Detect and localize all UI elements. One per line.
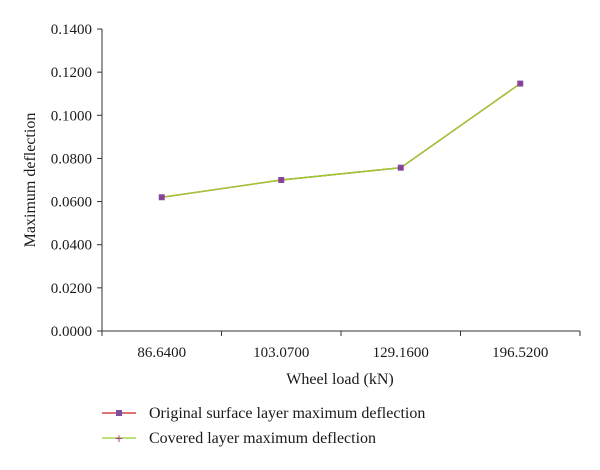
y-tick-label: 0.0800 [51,151,92,167]
data-point [398,165,404,171]
y-tick-label: 0.1000 [51,108,92,124]
series-line-1 [161,83,521,198]
legend: Original surface layer maximum deflectio… [102,405,425,447]
series-layer [158,80,524,201]
y-tick-label: 0.0200 [51,281,92,297]
y-tick-label: 0.1400 [51,22,92,38]
data-point [517,81,523,87]
axes [101,29,580,332]
legend-marker-covered: + [114,432,123,445]
y-axis-title: Maximum deflection [22,113,39,248]
legend-marker-original [116,410,122,416]
x-tick-label: 103.0700 [253,345,309,361]
x-axis-title: Wheel load (kN) [286,371,394,388]
y-tick-label: 0.0000 [51,324,92,340]
x-tick-label: 196.5200 [492,345,548,361]
series-line-0 [161,83,521,198]
x-ticks: 86.6400 103.0700 129.1600 196.5200 [101,331,581,361]
x-tick-label: 86.6400 [137,345,186,361]
y-ticks: 0.0000 0.0200 0.0400 0.0600 0.0800 0.1000 0.12… [51,22,102,340]
x-tick-label: 129.1600 [373,345,429,361]
data-point [159,194,165,200]
y-tick-label: 0.0400 [51,238,92,254]
legend-label-original: Original surface layer maximum deflectio… [149,405,425,422]
y-tick-label: 0.1200 [51,65,92,81]
data-point [278,177,284,183]
y-tick-label: 0.0600 [51,195,92,211]
legend-label-covered: Covered layer maximum deflection [149,430,376,447]
